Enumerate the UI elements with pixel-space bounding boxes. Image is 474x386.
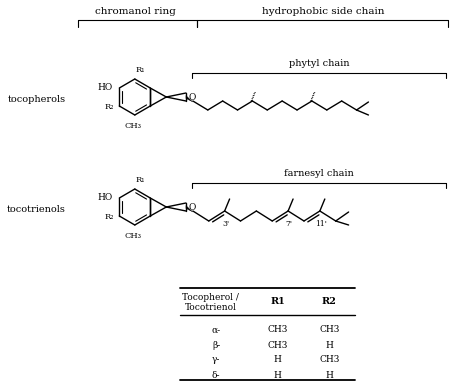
Text: CH3: CH3	[319, 325, 339, 335]
Text: R1: R1	[270, 296, 285, 305]
Text: α-: α-	[211, 325, 221, 335]
Text: H: H	[273, 371, 282, 379]
Text: phytyl chain: phytyl chain	[289, 59, 349, 68]
Text: H: H	[273, 356, 282, 364]
Text: R2: R2	[322, 296, 337, 305]
Text: R₂: R₂	[104, 213, 114, 221]
Text: hydrophobic side chain: hydrophobic side chain	[262, 7, 384, 15]
Text: farnesyl chain: farnesyl chain	[284, 169, 354, 178]
Text: R₁: R₁	[136, 66, 146, 74]
Text: 7': 7'	[286, 220, 292, 228]
Text: HO: HO	[97, 83, 113, 93]
Text: CH₃: CH₃	[124, 122, 141, 130]
Text: CH₃: CH₃	[124, 232, 141, 240]
Text: CH3: CH3	[267, 340, 288, 349]
Text: CH3: CH3	[267, 325, 288, 335]
Text: O: O	[188, 203, 196, 212]
Text: Tocotrienol: Tocotrienol	[184, 303, 237, 312]
Text: 11': 11'	[315, 220, 327, 228]
Polygon shape	[186, 95, 193, 102]
Polygon shape	[186, 205, 193, 212]
Text: tocopherols: tocopherols	[8, 95, 66, 103]
Text: δ-: δ-	[212, 371, 220, 379]
Text: chromanol ring: chromanol ring	[95, 7, 176, 15]
Text: HO: HO	[97, 193, 113, 203]
Text: γ-: γ-	[212, 356, 220, 364]
Text: R₁: R₁	[136, 176, 146, 184]
Text: O: O	[188, 93, 196, 102]
Text: Tocopherol /: Tocopherol /	[182, 293, 239, 301]
Text: 3': 3'	[222, 220, 229, 228]
Text: H: H	[325, 371, 333, 379]
Text: CH3: CH3	[319, 356, 339, 364]
Text: tocotrienols: tocotrienols	[7, 205, 66, 213]
Text: H: H	[325, 340, 333, 349]
Text: β-: β-	[212, 340, 220, 349]
Text: R₂: R₂	[104, 103, 114, 111]
